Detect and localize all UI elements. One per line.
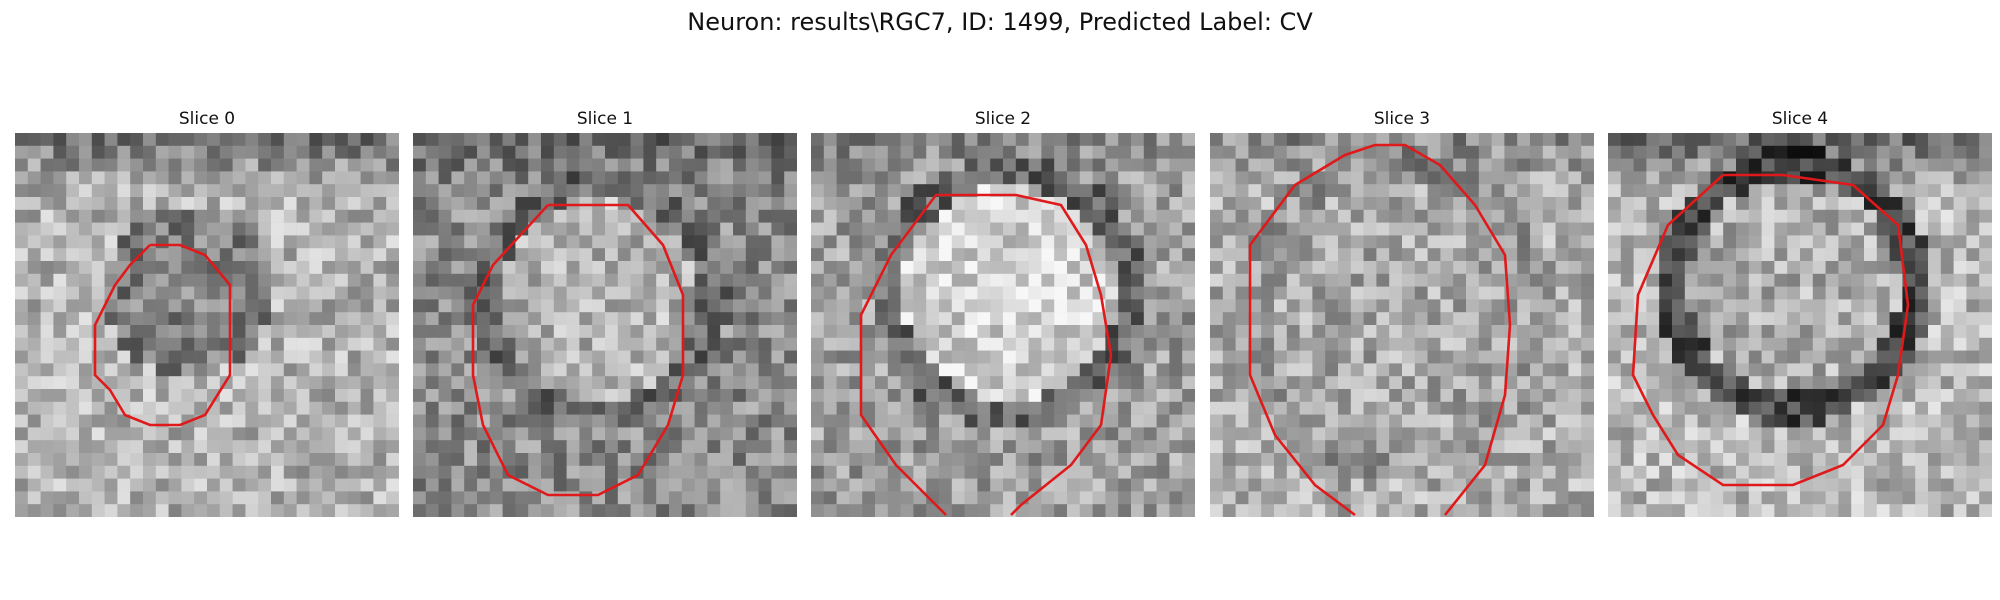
slice-0-image xyxy=(15,133,399,517)
slice-2-contour-overlay xyxy=(859,193,1113,516)
slice-3-contour xyxy=(1248,143,1512,517)
slice-4-grayscale-pixels xyxy=(1608,133,1992,517)
slice-3-image xyxy=(1210,133,1594,517)
slice-2-grayscale-pixels xyxy=(811,133,1195,517)
panel-title-slice-0: Slice 0 xyxy=(178,109,236,129)
slice-4-contour-overlay xyxy=(1631,173,1910,487)
panel-title-slice-1: Slice 1 xyxy=(576,109,634,129)
slice-0-contour-overlay xyxy=(93,243,232,427)
slice-1-image xyxy=(413,133,797,517)
slice-2-contour xyxy=(859,193,1113,516)
slice-0-grayscale-pixels xyxy=(15,133,399,517)
slice-3-contour-overlay xyxy=(1248,143,1512,517)
panel-title-slice-3: Slice 3 xyxy=(1373,109,1431,129)
slice-1-grayscale-pixels xyxy=(413,133,797,517)
slice-1-contour xyxy=(471,203,685,497)
panel-title-slice-4: Slice 4 xyxy=(1771,109,1829,129)
figure-title: Neuron: results\RGC7, ID: 1499, Predicte… xyxy=(687,8,1313,36)
slice-4-image xyxy=(1608,133,1992,517)
slice-0-contour xyxy=(93,243,232,427)
slice-2-image xyxy=(811,133,1195,517)
slice-3-grayscale-pixels xyxy=(1210,133,1594,517)
panel-title-slice-2: Slice 2 xyxy=(974,109,1032,129)
slice-4-contour xyxy=(1631,173,1910,487)
slice-1-contour-overlay xyxy=(471,203,685,497)
